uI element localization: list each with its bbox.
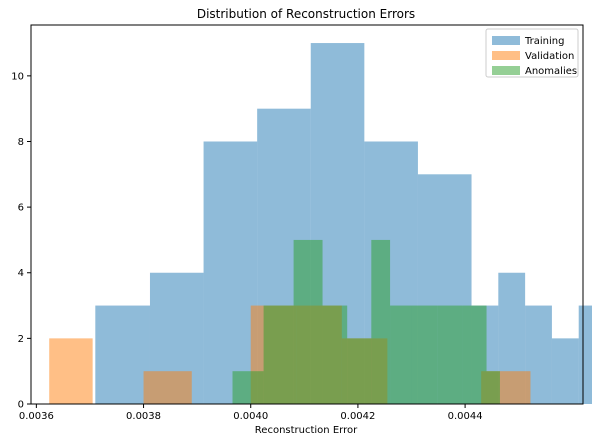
- y-tick-label: 4: [18, 268, 24, 279]
- legend-label-validation: Validation: [525, 51, 574, 62]
- bar-training-0: [95, 306, 150, 404]
- y-tick-label: 0: [18, 400, 24, 411]
- x-tick-label: 0.0038: [126, 411, 161, 422]
- bar-anomalies-9: [462, 306, 486, 404]
- bar-anomalies-3: [323, 306, 348, 404]
- legend-swatch-training: [492, 36, 520, 45]
- legend: Training Validation Anomalies: [486, 29, 578, 77]
- bar-training-2: [204, 141, 258, 404]
- x-tick-label: 0.0036: [19, 411, 54, 422]
- bar-anomalies-10: [487, 371, 500, 404]
- legend-items: Training Validation Anomalies: [492, 36, 577, 77]
- bar-training-11: [579, 306, 592, 404]
- legend-swatch-anomalies: [492, 66, 520, 75]
- bar-anomalies-5: [371, 240, 390, 404]
- legend-label-anomalies: Anomalies: [525, 66, 577, 77]
- x-axis: 0.0036 0.0038 0.0040 0.0042 0.0044: [19, 404, 483, 422]
- x-tick-label: 0.0044: [448, 411, 483, 422]
- legend-label-training: Training: [524, 36, 564, 47]
- bar-anomalies-4: [347, 338, 371, 404]
- bar-validation-0: [49, 338, 92, 404]
- x-axis-title: Reconstruction Error: [255, 425, 358, 436]
- y-tick-label: 2: [18, 334, 24, 345]
- y-tick-label: 6: [18, 203, 24, 214]
- y-axis: 0 2 4 6 8 10: [11, 71, 31, 410]
- x-tick-label: 0.0040: [233, 411, 268, 422]
- bars-layer: [49, 43, 592, 404]
- bar-anomalies-1: [264, 306, 294, 404]
- bar-anomalies-7: [412, 306, 438, 404]
- bar-training-10: [552, 338, 579, 404]
- bar-anomalies-8: [437, 306, 462, 404]
- bar-anomalies-0: [233, 371, 264, 404]
- bar-validation-2: [144, 371, 192, 404]
- x-tick-label: 0.0042: [340, 411, 375, 422]
- y-tick-label: 10: [11, 71, 24, 82]
- legend-swatch-validation: [492, 51, 520, 60]
- bar-anomalies-2: [294, 240, 323, 404]
- chart-title: Distribution of Reconstruction Errors: [197, 7, 415, 21]
- bar-anomalies-6: [390, 306, 411, 404]
- y-tick-label: 8: [18, 137, 24, 148]
